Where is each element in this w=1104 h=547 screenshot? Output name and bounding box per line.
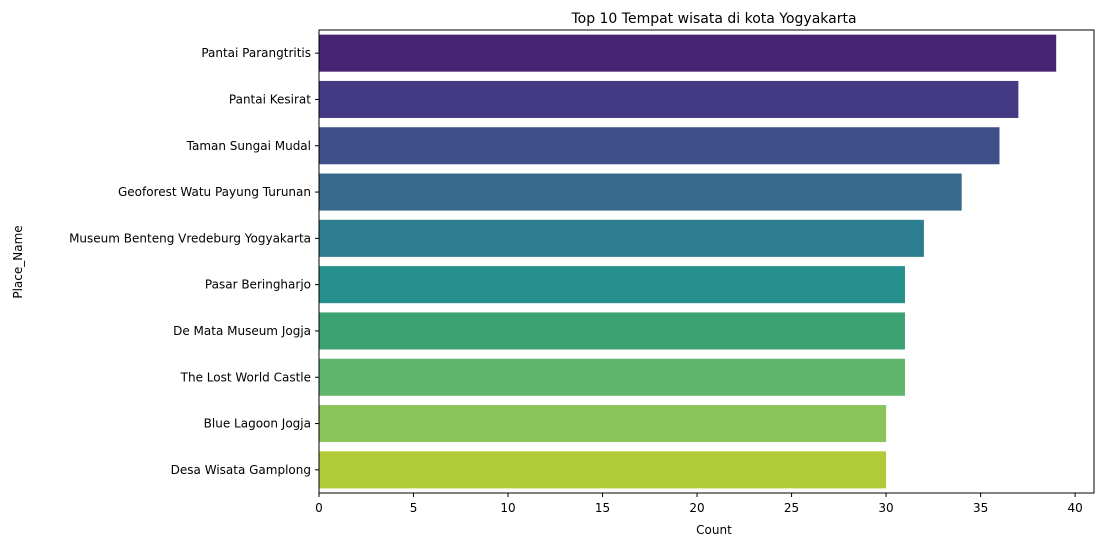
x-tick-label: 40 — [1067, 501, 1082, 515]
x-tick-label: 10 — [500, 501, 515, 515]
y-axis-ticks: Pantai Parangtritis Pantai Kesirat Taman S… — [69, 46, 319, 477]
x-tick-label: 25 — [784, 501, 799, 515]
y-tick-label: Blue Lagoon Jogja — [204, 417, 311, 431]
y-tick-label: Geoforest Watu Payung Turunan — [118, 185, 311, 199]
bar — [319, 34, 1057, 72]
y-axis-label: Place_Name — [11, 225, 25, 298]
y-tick-label: Desa Wisata Gamplong — [171, 463, 311, 477]
bar — [319, 266, 905, 304]
y-tick-label: The Lost World Castle — [180, 370, 311, 384]
bar — [319, 219, 924, 257]
y-tick-label: Taman Sungai Mudal — [186, 139, 311, 153]
x-axis-ticks: 0 5 10 15 20 25 30 35 40 — [315, 493, 1083, 515]
x-axis-label: Count — [696, 523, 732, 537]
x-tick-label: 15 — [595, 501, 610, 515]
x-tick-label: 35 — [973, 501, 988, 515]
y-tick-label: Pantai Kesirat — [229, 92, 311, 106]
x-tick-label: 30 — [878, 501, 893, 515]
bar — [319, 451, 887, 489]
chart-title: Top 10 Tempat wisata di kota Yogyakarta — [570, 11, 856, 27]
y-tick-label: Pasar Beringharjo — [205, 278, 311, 292]
y-tick-label: Pantai Parangtritis — [201, 46, 311, 60]
bar — [319, 127, 1000, 165]
x-tick-label: 5 — [410, 501, 418, 515]
bar — [319, 80, 1019, 118]
bar — [319, 405, 887, 443]
bars-group — [319, 34, 1057, 489]
x-tick-label: 20 — [689, 501, 704, 515]
y-tick-label: Museum Benteng Vredeburg Yogyakarta — [69, 231, 311, 245]
bar — [319, 312, 905, 350]
x-tick-label: 0 — [315, 501, 323, 515]
bar — [319, 173, 962, 211]
bar — [319, 358, 905, 396]
plot-frame — [318, 29, 1095, 494]
y-tick-label: De Mata Museum Jogja — [173, 324, 311, 338]
